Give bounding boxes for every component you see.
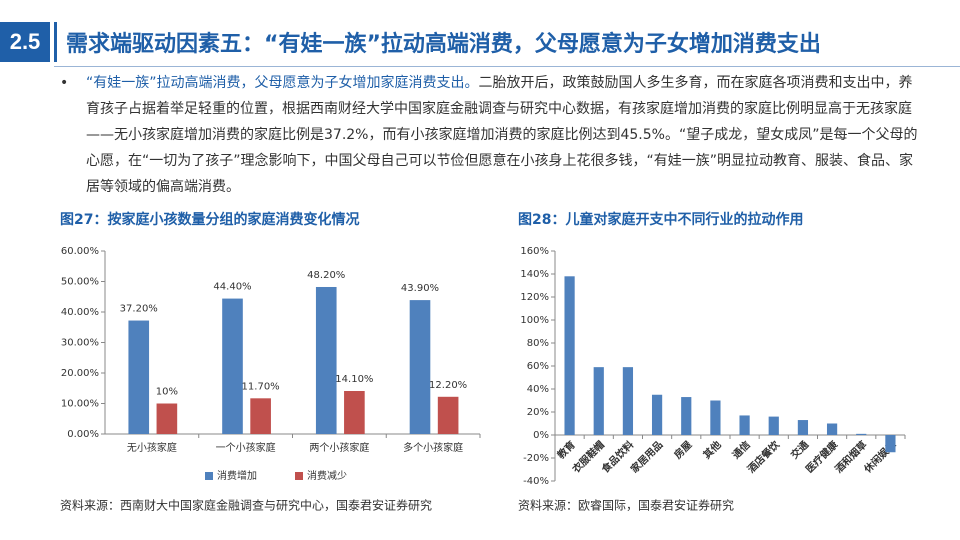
- y-tick-label: 80%: [527, 338, 549, 349]
- bar: [710, 400, 721, 435]
- value-label: 10%: [156, 387, 178, 398]
- section-number: 2.5: [0, 22, 50, 62]
- x-tick-label: 教育: [554, 438, 578, 462]
- paragraph: • “有娃一族”拉动高端消费，父母愿意为子女增加家庭消费支出。二胎放开后，政策鼓…: [60, 70, 920, 200]
- y-tick-label: 20%: [527, 407, 549, 418]
- x-tick-label: 其他: [700, 438, 723, 461]
- bar: [128, 320, 150, 434]
- legend-swatch: [205, 472, 213, 480]
- bar: [681, 397, 692, 435]
- slide-title: 需求端驱动因素五：“有娃一族”拉动高端消费，父母愿意为子女增加消费支出: [66, 32, 821, 57]
- chart-title: 图27：按家庭小孩数量分组的家庭消费变化情况: [60, 211, 359, 228]
- x-tick-label: 酒店餐饮: [745, 437, 783, 475]
- x-tick-label: 多个小孩家庭: [403, 441, 463, 454]
- x-tick-label: 房屋: [671, 438, 694, 461]
- rule: [54, 66, 960, 67]
- x-tick-label: 食品饮料: [598, 438, 636, 476]
- x-tick-label: 交通: [788, 438, 811, 461]
- bar: [437, 396, 459, 434]
- x-tick-label: 通信: [729, 438, 752, 461]
- bar: [409, 300, 431, 434]
- bar: [156, 403, 178, 434]
- y-tick-label: 140%: [520, 269, 549, 280]
- legend-label: 消费增加: [217, 469, 257, 482]
- y-tick-label: -40%: [523, 476, 549, 487]
- bar: [564, 276, 575, 435]
- y-tick-label: 160%: [520, 246, 549, 257]
- x-tick-label: 一个小孩家庭: [216, 441, 276, 454]
- y-tick-label: -20%: [523, 453, 549, 464]
- source: 资料来源：欧睿国际，国泰君安证券研究: [518, 498, 734, 513]
- x-tick-label: 家居用品: [628, 438, 665, 475]
- divider: [54, 22, 57, 62]
- bar: [768, 416, 779, 435]
- bar: [739, 415, 750, 435]
- value-label: 48.20%: [307, 270, 345, 281]
- legend-swatch: [295, 472, 303, 480]
- y-tick-label: 0%: [533, 430, 549, 441]
- y-tick-label: 20.00%: [61, 368, 99, 379]
- paragraph-text: “有娃一族”拉动高端消费，父母愿意为子女增加家庭消费支出。二胎放开后，政策鼓励国…: [86, 70, 920, 200]
- legend-label: 消费减少: [307, 469, 347, 482]
- value-label: 14.10%: [335, 374, 373, 385]
- bar: [315, 286, 337, 434]
- chart-title: 图28：儿童对家庭开支中不同行业的拉动作用: [518, 211, 803, 228]
- lead: “有娃一族”拉动高端消费，父母愿意为子女增加家庭消费支出。: [86, 75, 479, 91]
- x-tick-label: 无小孩家庭: [127, 441, 177, 454]
- source: 资料来源：西南财大中国家庭金融调查与研究中心，国泰君安证券研究: [60, 498, 432, 513]
- bar: [856, 433, 867, 435]
- bar: [222, 298, 243, 434]
- y-tick-label: 0.00%: [67, 429, 99, 440]
- y-tick-label: 120%: [520, 292, 549, 303]
- bar: [826, 423, 838, 435]
- bar: [250, 398, 271, 434]
- body: 二胎放开后，政策鼓励国人多生多育，而在家庭各项消费和支出中，养育孩子占据着举足轻…: [86, 75, 918, 195]
- value-label: 12.20%: [429, 380, 467, 391]
- value-label: 11.70%: [242, 381, 280, 392]
- value-label: 37.20%: [120, 304, 158, 315]
- bar: [797, 420, 809, 435]
- bar: [651, 394, 663, 435]
- value-label: 44.40%: [213, 282, 251, 293]
- bar: [622, 367, 634, 435]
- bar: [344, 390, 365, 434]
- y-tick-label: 40%: [527, 384, 549, 395]
- y-tick-label: 60%: [527, 361, 549, 372]
- value-label: 43.90%: [401, 283, 439, 294]
- bullet: •: [60, 75, 69, 91]
- y-tick-label: 10.00%: [61, 399, 99, 410]
- y-tick-label: 40.00%: [61, 307, 99, 318]
- x-tick-label: 两个小孩家庭: [309, 441, 369, 454]
- bar: [885, 435, 896, 453]
- y-tick-label: 60.00%: [61, 246, 99, 257]
- y-tick-label: 100%: [520, 315, 549, 326]
- y-tick-label: 50.00%: [61, 277, 99, 288]
- bar: [593, 367, 604, 435]
- y-tick-label: 30.00%: [61, 338, 99, 349]
